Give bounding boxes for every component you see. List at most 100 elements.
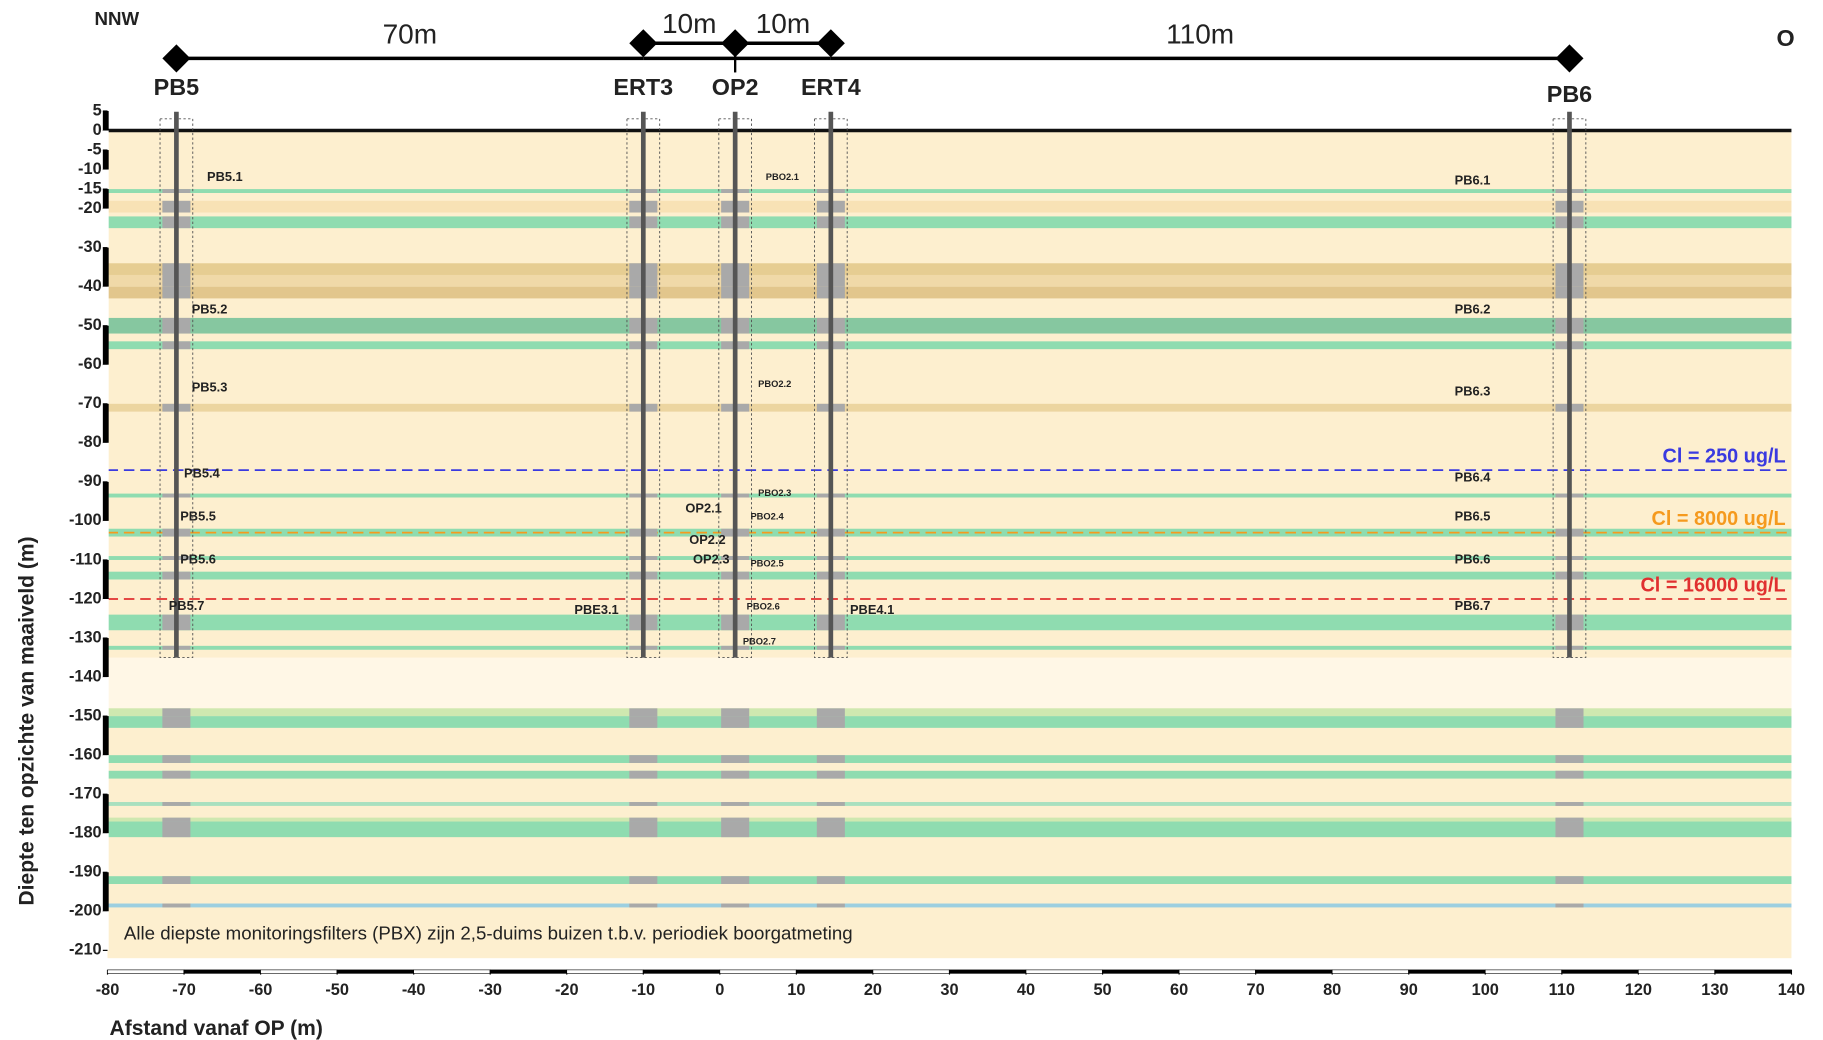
borehole-stub [629,802,657,806]
x-axis-segment [643,970,720,974]
borehole-stub [1555,708,1583,716]
x-axis-segment [414,970,491,974]
borehole-name: OP2 [712,74,759,100]
filter-label: PBO2.5 [750,558,783,568]
y-tick-label: -60 [78,355,102,373]
threshold-label: Cl = 8000 ug/L [1651,508,1785,530]
x-axis-segment [184,970,261,974]
x-tick-label: 30 [940,981,958,999]
borehole-stub [817,822,845,838]
soil-layer [108,216,1792,228]
filter-label: OP2.2 [689,532,725,547]
borehole-stub [1555,716,1583,728]
y-tick-label: -150 [69,706,102,724]
soil-layer [108,904,1792,908]
borehole-stub [721,822,749,838]
borehole-stub [1555,822,1583,838]
x-tick-label: -40 [402,981,426,999]
x-tick-label: -70 [172,981,196,999]
y-tick-label: -5 [87,140,102,158]
soil-layer [108,716,1792,728]
y-tick-label: -70 [78,394,102,412]
y-tick-label: -30 [78,238,102,256]
borehole-stub [817,771,845,779]
y-tick-label: -90 [78,472,102,490]
borehole-stub [629,771,657,779]
x-axis-segment [720,970,797,974]
y-axis-segment [103,911,109,950]
borehole-stub [162,904,190,908]
y-axis-segment [103,170,109,190]
x-axis-segment [1256,970,1333,974]
soil-layer [108,876,1792,884]
borehole-stub [629,904,657,908]
y-axis-segment [103,755,109,794]
y-axis-segment [103,365,109,404]
soil-layer [108,658,1792,709]
filter-label: PBO2.3 [758,488,791,498]
borehole-stub [629,716,657,728]
soil-layer [108,189,1792,193]
x-tick-label: 100 [1472,981,1499,999]
x-axis-segment [261,970,338,974]
borehole-stub [1555,802,1583,806]
soil-layer [108,341,1792,349]
borehole-stub [629,755,657,763]
x-axis-segment [1715,970,1792,974]
x-axis-segment [1409,970,1486,974]
x-axis-segment [1562,970,1639,974]
x-tick-label: -10 [631,981,655,999]
x-tick-label: 110 [1549,981,1575,999]
y-tick-label: -190 [69,863,102,881]
soil-layer [108,287,1792,299]
y-tick-label: -10 [78,160,102,178]
borehole-stub [721,818,749,822]
borehole-stub [817,708,845,716]
filter-label: PB6.3 [1455,383,1491,398]
y-tick-label: -110 [70,550,102,568]
distance-label: 110m [1166,19,1234,50]
soil-layer [108,802,1792,806]
soil-layer [108,708,1792,716]
y-axis-segment [103,404,109,443]
borehole-stub [721,771,749,779]
y-tick-label: -100 [69,511,102,529]
borehole-stub [721,755,749,763]
x-tick-label: -60 [249,981,273,999]
filter-label: PBO2.7 [743,636,776,646]
y-tick-label: -160 [69,745,102,763]
filter-label: PB5.5 [180,508,216,523]
soil-layer [108,822,1792,838]
soil-layer [108,755,1792,763]
borehole-stub [629,818,657,822]
x-tick-label: 130 [1701,981,1728,999]
soil-layer [108,818,1792,822]
borehole-stub [721,904,749,908]
y-tick-label: -40 [78,277,102,295]
x-tick-label: 20 [864,981,882,999]
borehole-stub [817,876,845,884]
borehole-stub [629,708,657,716]
x-axis-segment [1179,970,1256,974]
soil-layer [108,318,1792,334]
borehole-stub [162,802,190,806]
x-axis-segment [1638,970,1715,974]
threshold-label: Cl = 16000 ug/L [1640,574,1785,596]
y-axis-segment [103,560,109,599]
x-axis-segment [337,970,414,974]
x-tick-label: -80 [96,981,120,999]
filter-label: PB5.4 [184,465,221,480]
y-axis-segment [103,638,109,677]
y-tick-label: -80 [78,433,102,451]
borehole-stub [721,802,749,806]
borehole-stub [817,802,845,806]
filter-label: PB5.1 [207,169,243,184]
x-tick-label: -30 [478,981,502,999]
y-axis-segment [103,326,109,365]
y-axis-segment [103,189,109,209]
y-tick-label: -15 [78,179,102,197]
x-tick-label: 0 [715,981,724,999]
soil-layer [108,201,1792,213]
y-axis-segment [103,287,109,326]
filter-label: PB6.4 [1455,469,1492,484]
